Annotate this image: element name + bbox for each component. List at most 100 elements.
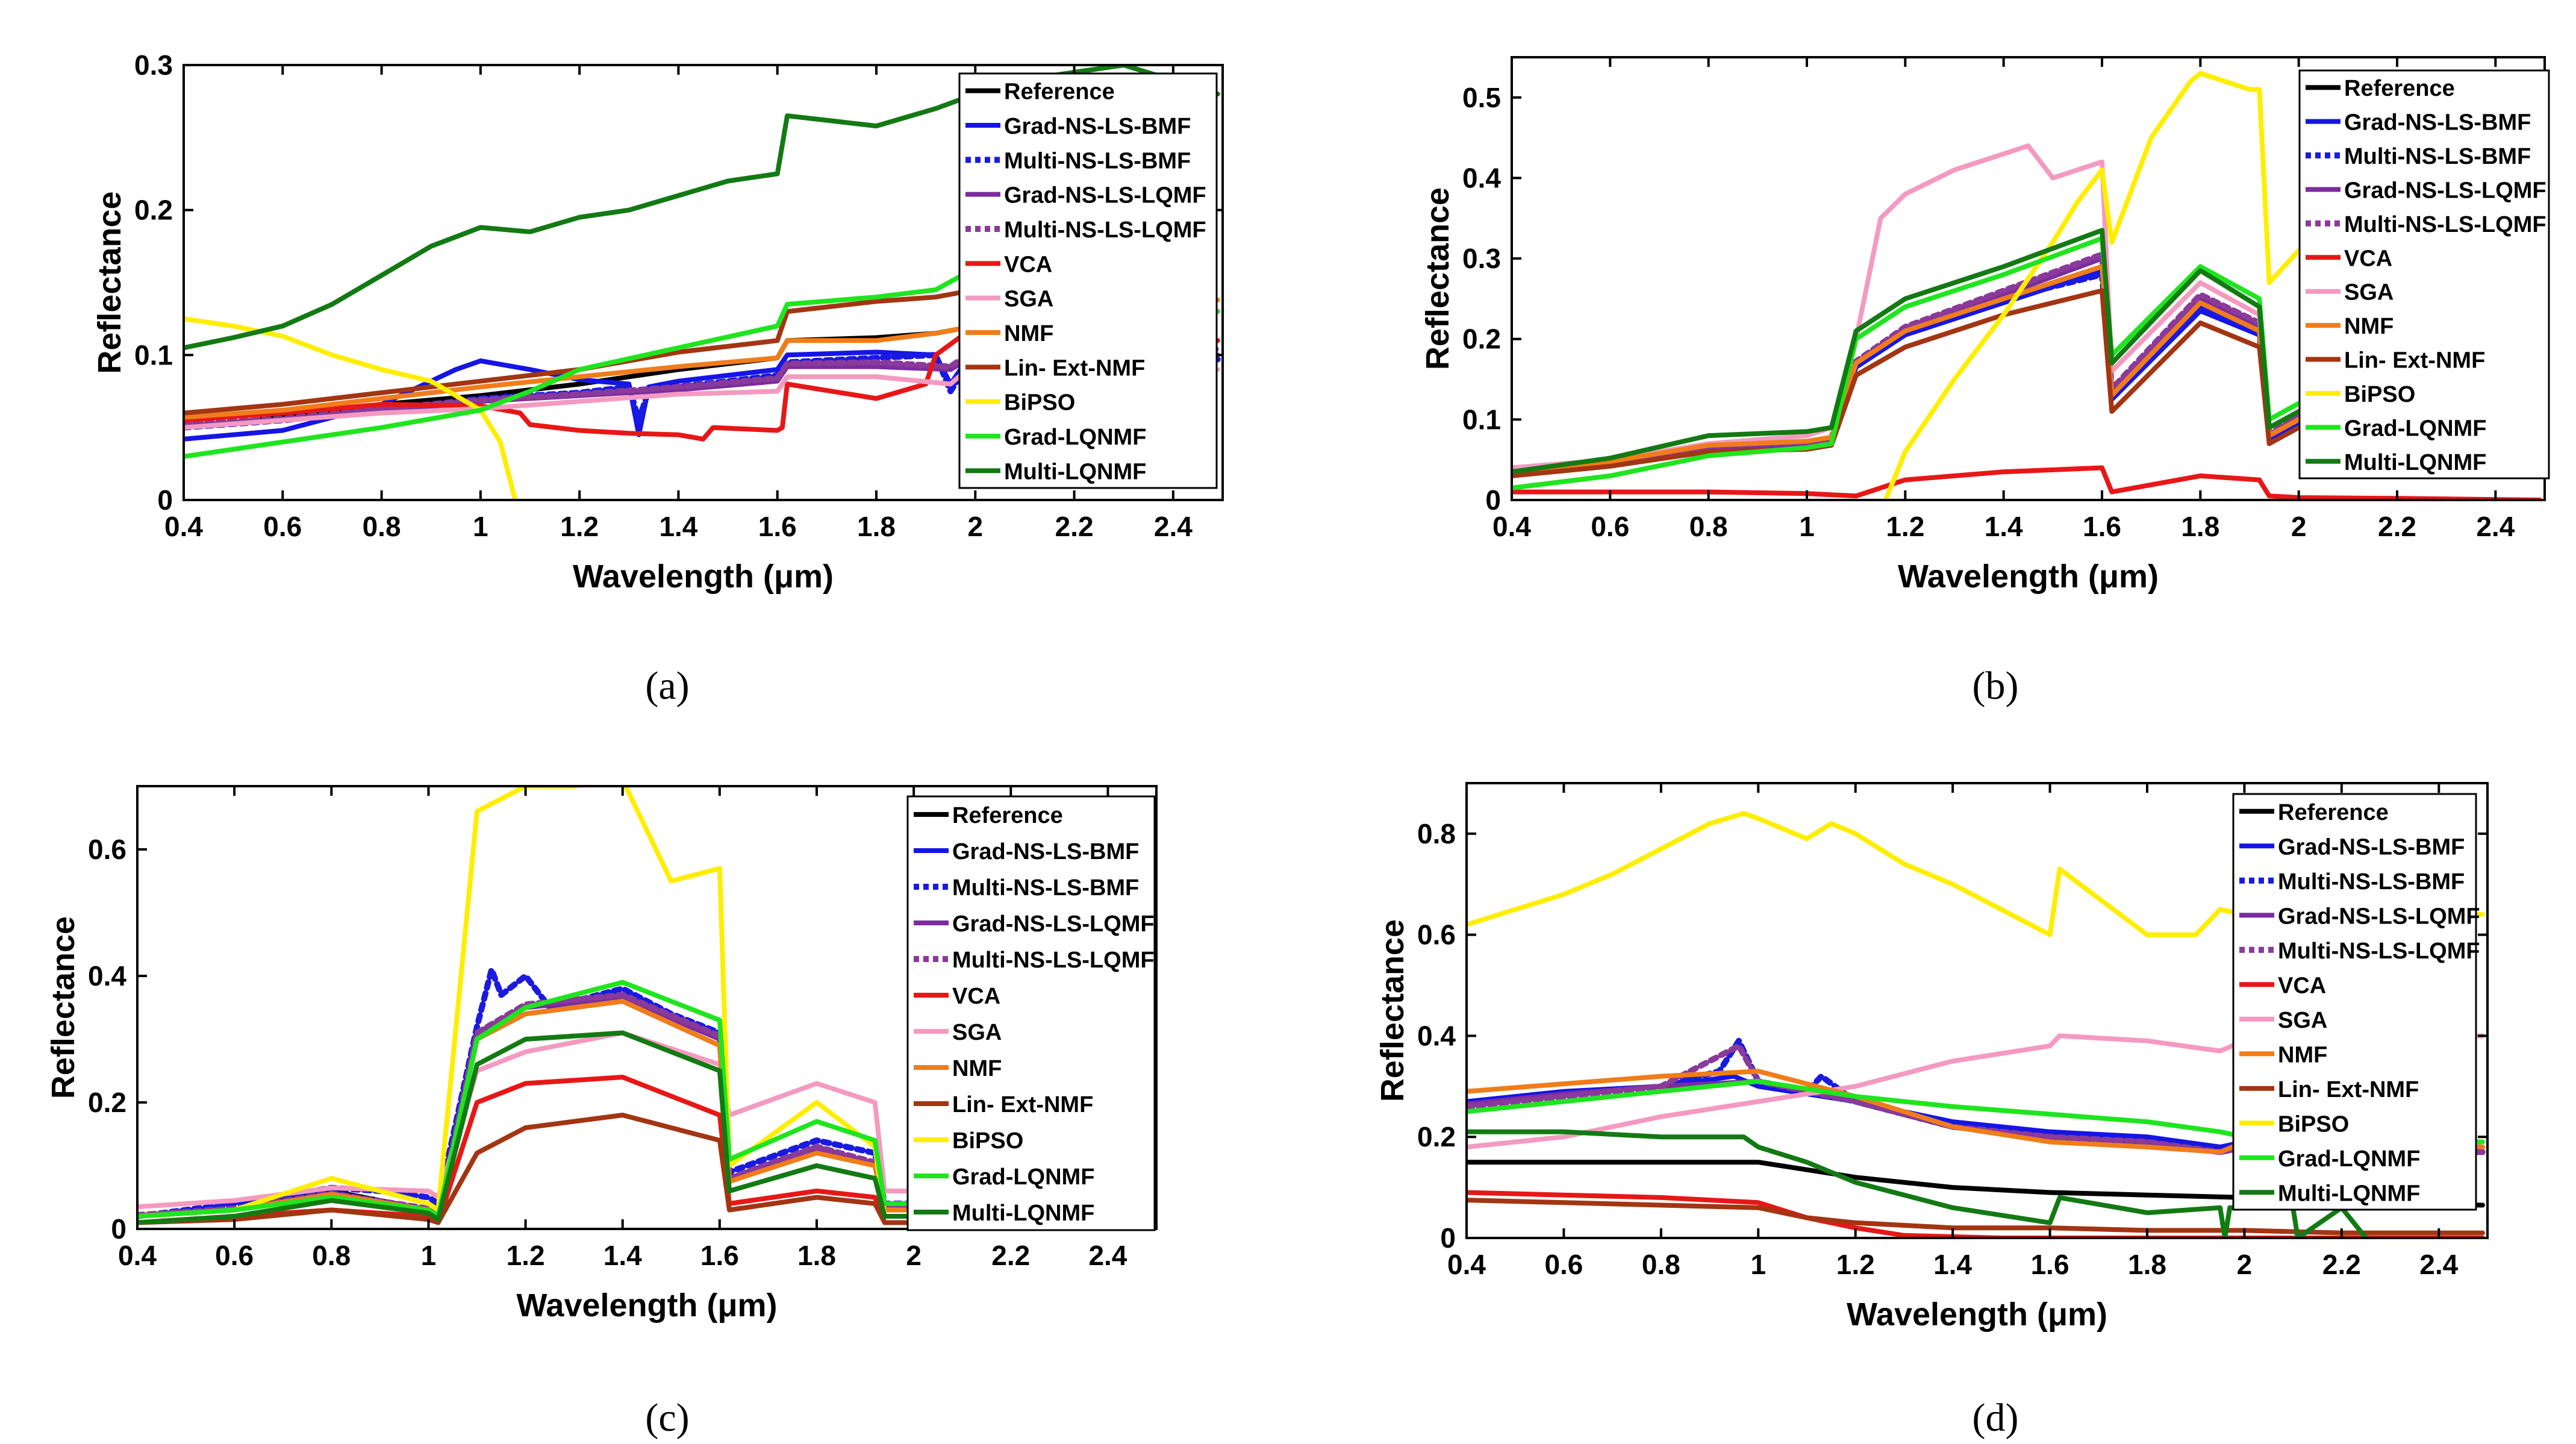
x-tick-label: 1 [473,511,488,542]
x-axis-label: Wavelength (μm) [516,1287,777,1324]
legend-label: Grad-NS-LS-LQMF [2344,178,2546,203]
y-tick-label: 0.2 [1462,323,1501,355]
x-tick-label: 0.6 [215,1240,254,1271]
y-axis-label: Reflectance [1420,187,1456,370]
y-tick-label: 0.6 [1417,919,1456,951]
x-tick-label: 1 [421,1240,437,1271]
y-tick-label: 0 [1440,1222,1456,1254]
legend-label: Grad-NS-LS-BMF [1004,114,1191,139]
x-tick-label: 0.4 [118,1240,157,1271]
x-tick-label: 2.4 [2476,511,2515,542]
chart-panel-4: 0.4 0.6 0.8 1 1.2 1.4 1.6 1.8 2 2.2 2.4 0 0.2 0.4 0.6 0… [1374,782,2489,1440]
y-tick-label: 0.2 [1417,1121,1456,1152]
x-tick-label: 1.8 [2181,511,2219,542]
x-tick-label: 1.4 [1933,1249,1972,1280]
legend-label: BiPSO [2278,1111,2349,1137]
x-tick-label: 2.4 [2419,1249,2458,1280]
series-line-grad-lqnmf [137,980,1154,1219]
y-axis-label: Reflectance [1374,919,1411,1102]
legend-label: Grad-NS-LS-BMF [2278,834,2465,860]
series-line-grad-lqnmf [1512,236,2542,490]
series-line-bipso [1467,811,2485,937]
panel-caption: (a) [645,664,689,708]
x-tick-label: 1.6 [758,511,797,542]
legend-label: Multi-NS-LS-BMF [2278,869,2465,895]
legend-label: SGA [2278,1008,2327,1033]
y-tick-label: 0.4 [1462,162,1501,193]
x-tick-label: 0.8 [312,1240,351,1271]
x-tick-label: 0.4 [164,511,203,542]
chart-panel-2: 0.4 0.6 0.8 1 1.2 1.4 1.6 1.8 2 2.2 2.4 0 0.1 0.2 0.3 0… [1420,56,2550,708]
legend-label: Reference [1004,80,1115,105]
y-tick-label: 0.3 [1462,243,1501,274]
legend-label: Multi-LQNMF [1004,459,1146,484]
axes-frame [182,64,1224,501]
legend-label: VCA [952,984,1000,1009]
legend-box [2232,793,2477,1211]
x-tick-label: 0.6 [1544,1249,1583,1280]
legend-label: Grad-LQNMF [2278,1146,2420,1172]
legend-label: Lin- Ext-NMF [952,1092,1093,1117]
y-tick-label: 0.1 [134,339,173,370]
legend-label: BiPSO [952,1128,1023,1154]
x-tick-label: 1 [1799,511,1815,542]
x-tick-label: 1.6 [2083,511,2121,542]
x-tick-label: 2.4 [1088,1240,1127,1271]
legend-label: Grad-LQNMF [1004,425,1146,450]
x-tick-label: 2 [2237,1249,2253,1280]
x-tick-label: 1.2 [507,1240,545,1271]
x-tick-label: 1.2 [560,511,599,542]
legend-label: Lin- Ext-NMF [1004,355,1145,381]
y-tick-label: 0.6 [88,834,126,865]
legend-box [2298,69,2550,480]
chart-panel-3: 0.4 0.6 0.8 1 1.2 1.4 1.6 1.8 2 2.2 2.4 0 0.2 0.4 0.6 W… [45,785,1158,1440]
y-tick-label: 0.8 [1417,818,1456,849]
legend-box [958,72,1218,489]
x-tick-label: 1.8 [857,511,896,542]
x-tick-label: 0.8 [1642,1249,1680,1280]
x-tick-label: 1.4 [603,1240,642,1271]
legend-label: Reference [952,803,1063,828]
axes-frame [1465,782,2489,1239]
legend-label: Grad-NS-LS-LQMF [952,911,1155,937]
x-tick-label: 1.6 [700,1240,739,1271]
legend: Reference Grad-NS-LS-BMF Multi-NS-LS-BMF Gr… [958,72,1218,489]
legend: Reference Grad-NS-LS-BMF Multi-NS-LS-BMF Gr… [906,795,1156,1231]
y-axis-label: Reflectance [92,191,128,374]
x-tick-label: 1.6 [2031,1249,2069,1280]
legend-label: Reference [2278,800,2389,825]
y-tick-label: 0.3 [134,49,173,81]
legend-label: Grad-LQNMF [2344,416,2486,441]
y-tick-label: 0 [157,484,173,516]
x-tick-label: 0.6 [1591,511,1629,542]
x-tick-label: 2.2 [2322,1249,2361,1280]
x-axis-label: Wavelength (μm) [1847,1296,2107,1333]
x-tick-label: 2.4 [1154,511,1193,542]
legend-label: Multi-NS-LS-BMF [1004,148,1191,173]
series-line-vca [1467,1190,2485,1238]
panel-caption: (d) [1973,1396,2019,1440]
legend: Reference Grad-NS-LS-BMF Multi-NS-LS-BMF Gr… [2232,793,2480,1211]
legend-label: Lin- Ext-NMF [2344,348,2485,374]
series-line-nmf [1512,264,2542,475]
legend-label: NMF [952,1056,1002,1081]
panel-caption: (b) [1973,664,2019,708]
legend-label: Grad-NS-LS-LQMF [2278,904,2480,929]
legend-label: Lin- Ext-NMF [2278,1077,2419,1102]
series-line-vca [1512,465,2542,500]
y-tick-label: 0 [1485,484,1501,516]
series-line-lin-ext-nmf [137,1113,1154,1225]
legend-label: NMF [2278,1042,2327,1067]
legend-label: VCA [1004,252,1052,277]
legend-label: SGA [1004,287,1053,312]
legend-label: Multi-NS-LS-BMF [952,875,1139,901]
legend-label: Grad-NS-LS-BMF [952,839,1139,864]
x-tick-label: 2 [967,511,983,542]
y-tick-label: 0.4 [1417,1020,1456,1051]
panel-caption: (c) [645,1396,689,1440]
x-tick-label: 2 [2291,511,2307,542]
series-line-multi-lqnmf [1512,228,2542,475]
y-axis-label: Reflectance [45,916,81,1099]
y-tick-label: 0 [111,1213,126,1245]
